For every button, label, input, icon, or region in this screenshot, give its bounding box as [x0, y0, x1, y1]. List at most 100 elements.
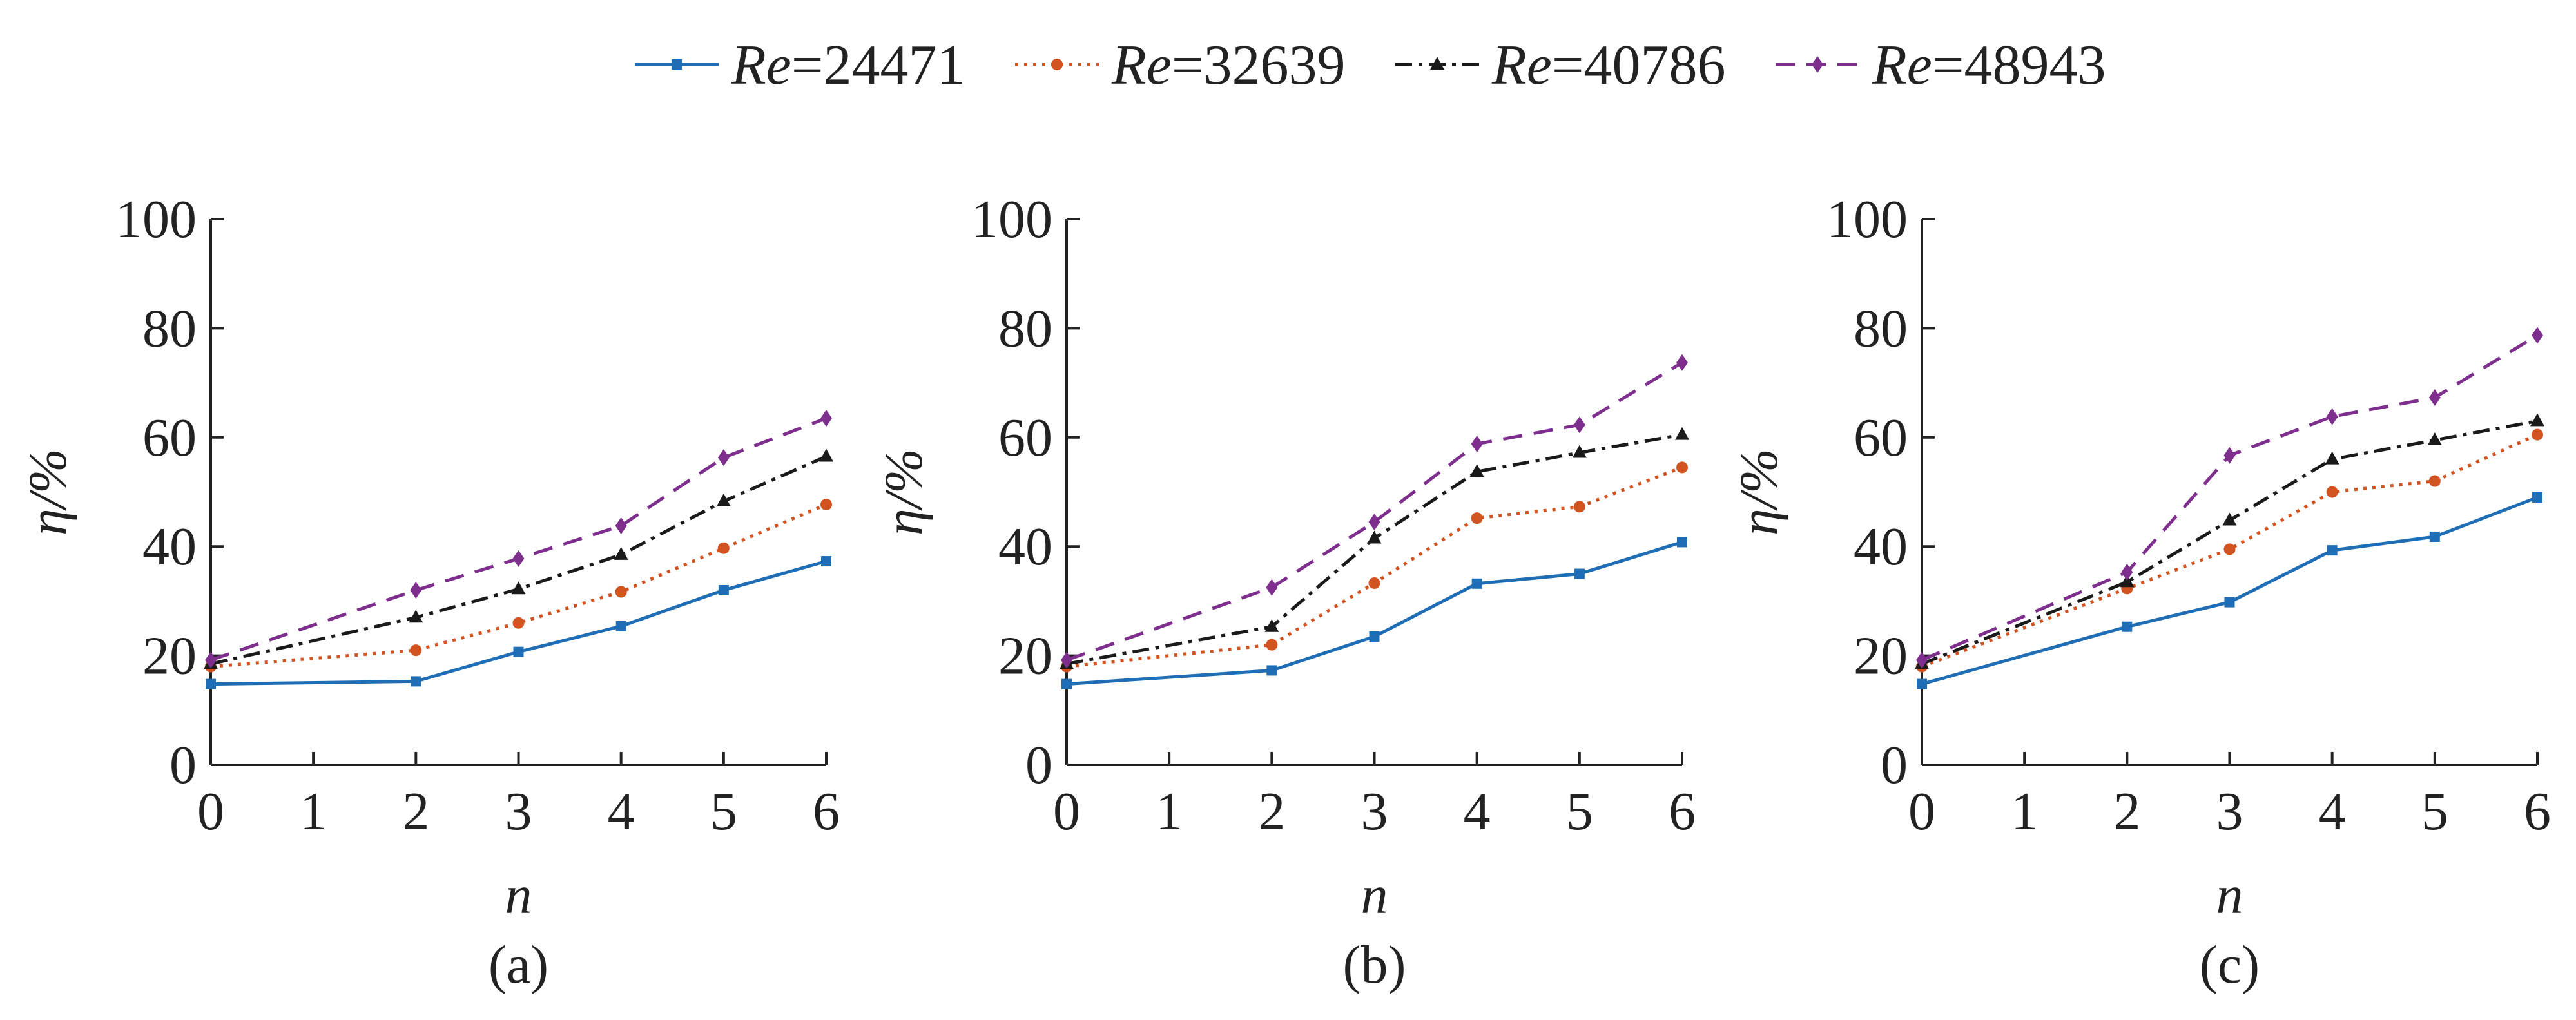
- y-tick-label: 20: [998, 626, 1052, 686]
- x-tick-label: 1: [2011, 782, 2038, 842]
- data-series: [1916, 327, 2543, 669]
- x-tick-label: 6: [813, 782, 840, 842]
- data-point: [1676, 354, 1688, 371]
- data-point: [716, 493, 731, 506]
- data-point: [819, 448, 833, 462]
- x-tick-label: 3: [2216, 782, 2243, 842]
- chart-panel: 0 20 40 60 80 100 0 1 2 3 4 5 6 n η/% (a): [18, 189, 840, 995]
- y-tick-label: 60: [998, 408, 1052, 468]
- data-series: [206, 556, 831, 689]
- y-tick-label: 40: [142, 517, 197, 577]
- data-point: [411, 676, 421, 687]
- data-series: [205, 410, 832, 669]
- legend-label: Re=32639: [1111, 34, 1345, 97]
- legend-item: Re=32639: [1015, 34, 1345, 97]
- data-point: [1917, 678, 1927, 689]
- data-point: [1471, 578, 1482, 589]
- data-point: [717, 542, 730, 554]
- data-point: [2121, 564, 2133, 581]
- panel-label: (c): [2200, 935, 2260, 995]
- legend-swatch-marker: [1051, 59, 1063, 70]
- data-point: [1572, 445, 1587, 458]
- y-tick-label: 60: [142, 408, 197, 468]
- data-point: [1471, 435, 1483, 452]
- data-point: [1061, 678, 1072, 689]
- data-point: [1266, 579, 1278, 596]
- data-point: [2428, 389, 2441, 406]
- data-point: [2429, 531, 2440, 542]
- data-point: [1368, 577, 1380, 589]
- legend-item: Re=48943: [1776, 34, 2106, 97]
- x-tick-label: 5: [710, 782, 737, 842]
- data-point: [1061, 651, 1072, 669]
- y-tick-label: 40: [1854, 517, 1908, 577]
- data-point: [2428, 475, 2441, 487]
- x-tick-label: 0: [1908, 782, 1935, 842]
- data-point: [1573, 416, 1585, 434]
- x-tick-label: 5: [2421, 782, 2448, 842]
- x-tick-label: 5: [1566, 782, 1593, 842]
- data-point: [2532, 327, 2543, 344]
- x-tick-label: 6: [2524, 782, 2551, 842]
- data-point: [2532, 492, 2542, 503]
- series-line: [1066, 361, 1683, 662]
- x-tick-label: 1: [1156, 782, 1183, 842]
- legend-item: Re=24471: [635, 34, 965, 97]
- data-point: [718, 584, 729, 595]
- data-point: [820, 498, 832, 510]
- data-point: [615, 586, 627, 598]
- data-point: [1368, 514, 1380, 531]
- series-line: [1921, 433, 2539, 668]
- data-series: [1060, 427, 1689, 669]
- chart-panel: 0 20 40 60 80 100 0 1 2 3 4 5 6 n η/% (b): [874, 189, 1696, 995]
- data-point: [2427, 432, 2442, 446]
- legend-swatch-marker: [1812, 56, 1823, 73]
- y-axis-title: η/%: [874, 448, 934, 535]
- x-axis-title: n: [1361, 865, 1388, 925]
- data-point: [512, 617, 525, 629]
- data-point: [512, 550, 525, 567]
- data-series: [1061, 354, 1688, 669]
- y-tick-label: 40: [998, 517, 1052, 577]
- x-tick-label: 4: [2319, 782, 2346, 842]
- data-point: [2223, 447, 2236, 464]
- data-point: [2530, 413, 2544, 427]
- data-point: [2224, 597, 2235, 608]
- data-series: [1061, 537, 1687, 689]
- y-tick-label: 60: [1854, 408, 1908, 468]
- y-tick-label: 20: [142, 626, 197, 686]
- y-tick-label: 80: [1854, 298, 1908, 358]
- x-tick-label: 1: [300, 782, 327, 842]
- data-point: [1369, 631, 1380, 642]
- y-axis-title: η/%: [18, 448, 78, 535]
- y-tick-label: 100: [115, 189, 197, 249]
- x-tick-label: 0: [197, 782, 224, 842]
- series-line: [210, 559, 827, 686]
- series-line: [1066, 433, 1683, 666]
- data-point: [1266, 639, 1278, 651]
- data-point: [2326, 408, 2338, 425]
- data-point: [615, 517, 627, 535]
- data-point: [409, 610, 423, 623]
- data-point: [2222, 512, 2237, 526]
- data-point: [1469, 464, 1484, 477]
- data-point: [717, 449, 730, 467]
- x-tick-label: 2: [1258, 782, 1285, 842]
- legend-label: Re=40786: [1491, 34, 1725, 97]
- legend-label: Re=24471: [731, 34, 965, 97]
- data-point: [2532, 428, 2543, 441]
- series-line: [210, 416, 827, 662]
- data-point: [2327, 545, 2338, 556]
- series-line: [1066, 466, 1683, 669]
- series-line: [1066, 541, 1683, 686]
- legend-swatch-marker: [1430, 57, 1444, 70]
- data-point: [1266, 665, 1277, 676]
- legend-label: Re=48943: [1872, 34, 2106, 97]
- data-series: [1061, 461, 1688, 673]
- panel-label: (b): [1343, 935, 1406, 995]
- data-point: [2223, 543, 2236, 555]
- data-point: [410, 581, 422, 599]
- data-point: [1573, 501, 1585, 513]
